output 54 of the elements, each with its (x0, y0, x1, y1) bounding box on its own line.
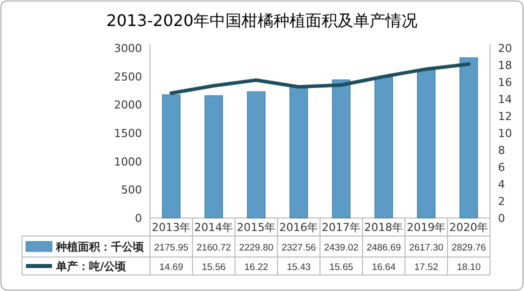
y2-tick-label: 12 (498, 110, 512, 123)
data-label: 2327.56 (282, 242, 316, 254)
y-tick-label: 2000 (114, 98, 142, 112)
legend-label: 单产：吨/公顷 (55, 260, 128, 273)
y-tick-label: 0 (135, 212, 142, 225)
y-tick-label: 2500 (114, 70, 142, 84)
data-label: 2486.69 (366, 242, 401, 254)
bar (332, 79, 350, 218)
line-series (170, 62, 470, 95)
y-tick-label: 1500 (114, 127, 142, 140)
data-label: 2229.80 (239, 242, 274, 254)
data-label: 2829.76 (452, 242, 486, 254)
x-tick-label: 2019年 (406, 221, 446, 234)
data-label: 17.52 (414, 262, 438, 273)
data-label: 2439.02 (324, 242, 358, 254)
bar (162, 94, 180, 218)
x-tick-label: 2020年 (449, 221, 488, 234)
x-tick-label: 2016年 (279, 221, 318, 234)
data-label: 18.10 (456, 262, 481, 273)
bar (204, 95, 223, 218)
data-label: 15.56 (202, 262, 226, 273)
data-label: 2617.30 (409, 242, 444, 254)
y-tick-label: 1000 (114, 155, 142, 168)
data-label: 2160.72 (196, 242, 231, 254)
data-label: 16.22 (244, 262, 268, 273)
y2-tick-label: 6 (498, 161, 505, 174)
x-tick-label: 2018年 (364, 221, 404, 234)
y2-tick-label: 18 (498, 59, 512, 72)
data-label: 16.64 (372, 262, 396, 273)
data-label: 15.43 (286, 262, 311, 273)
data-label: 14.69 (159, 262, 184, 273)
y2-tick-label: 0 (498, 212, 505, 225)
bar (374, 76, 393, 218)
y2-tick-label: 20 (498, 42, 512, 55)
data-label: 2175.95 (154, 242, 188, 254)
y2-tick-label: 14 (498, 93, 512, 106)
bar (247, 91, 266, 218)
data-label: 15.65 (329, 262, 354, 273)
y2-tick-label: 4 (498, 178, 505, 191)
bar (417, 69, 436, 218)
x-tick-label: 2015年 (236, 221, 276, 234)
y2-tick-label: 8 (498, 144, 505, 157)
y2-tick-label: 10 (498, 127, 512, 140)
x-tick-label: 2014年 (194, 221, 234, 234)
y2-tick-label: 2 (498, 195, 505, 208)
chart-title: 2013-2020年中国柑橘种植面积及单产情况 (106, 11, 418, 30)
x-tick-label: 2013年 (152, 221, 191, 234)
legend-label: 种植面积：千公顷 (55, 240, 145, 254)
bar (290, 86, 308, 218)
y2-tick-label: 16 (498, 76, 512, 89)
y-tick-label: 3000 (114, 42, 142, 55)
bar (460, 57, 478, 218)
x-tick-label: 2017年 (322, 221, 361, 234)
y-tick-label: 500 (121, 184, 142, 197)
